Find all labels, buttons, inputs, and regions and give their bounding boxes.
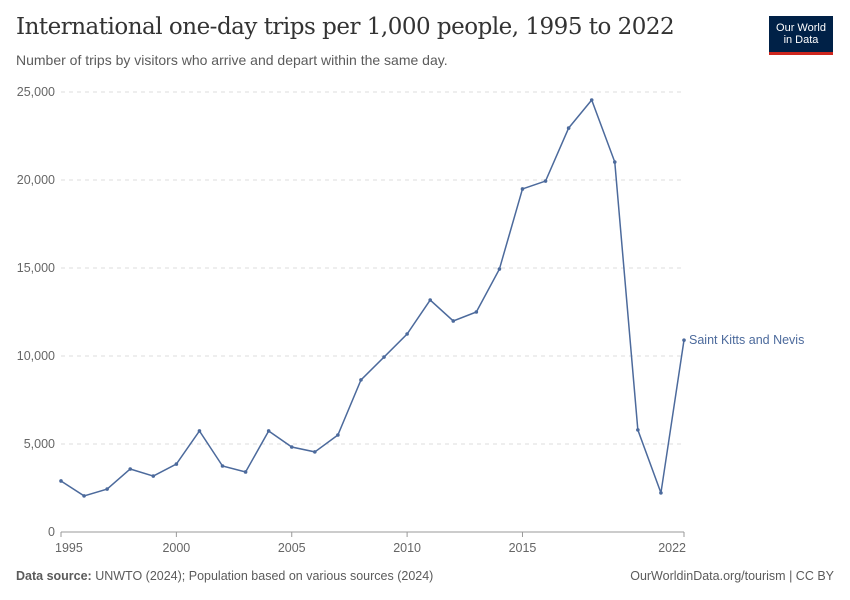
x-tick-label: 2022 (658, 541, 686, 555)
data-point (382, 355, 386, 359)
x-tick-label: 2005 (278, 541, 306, 555)
data-point (151, 474, 156, 478)
data-point (659, 491, 663, 495)
data-point (566, 126, 571, 130)
data-point (682, 338, 686, 342)
y-tick-label: 15,000 (17, 261, 55, 275)
data-point (428, 298, 432, 302)
x-tick-label: 2015 (509, 541, 537, 555)
data-source-label: Data source: (16, 569, 92, 583)
chart-title: International one-day trips per 1,000 pe… (16, 14, 675, 40)
data-point (313, 450, 317, 454)
data-point (59, 479, 63, 483)
data-point (197, 429, 202, 433)
data-point (543, 179, 548, 183)
data-point (405, 332, 409, 336)
y-tick-label: 20,000 (17, 173, 55, 187)
data-point (128, 467, 133, 471)
owid-logo[interactable]: Our World in Data (769, 16, 833, 55)
x-tick-label: 2000 (162, 541, 190, 555)
logo-line-1: Our World (776, 22, 826, 34)
data-point (243, 470, 248, 474)
data-source-text: UNWTO (2024); Population based on variou… (91, 569, 434, 583)
data-point (289, 445, 294, 449)
x-tick-label: 2010 (393, 541, 421, 555)
credit-link[interactable]: OurWorldinData.org/tourism | CC BY (630, 569, 834, 583)
series-label: Saint Kitts and Nevis (689, 333, 804, 347)
data-point (612, 160, 617, 164)
logo-line-2: in Data (783, 34, 819, 46)
data-point (451, 319, 456, 323)
data-point (474, 310, 479, 314)
series-line (60, 98, 685, 497)
data-point (220, 464, 225, 468)
data-point (336, 433, 340, 437)
data-point (266, 429, 271, 433)
data-point (497, 267, 502, 271)
data-point (636, 428, 640, 432)
data-point (105, 487, 109, 491)
y-tick-label: 10,000 (17, 349, 55, 363)
data-point (359, 378, 363, 382)
x-tick-label: 1995 (55, 541, 83, 555)
y-tick-label: 25,000 (17, 85, 55, 99)
data-point (82, 494, 86, 498)
chart-subtitle: Number of trips by visitors who arrive a… (16, 52, 448, 68)
y-tick-label: 0 (48, 525, 55, 539)
data-point (174, 462, 179, 466)
data-point (520, 187, 525, 191)
y-tick-label: 5,000 (24, 437, 55, 451)
data-point (589, 98, 594, 102)
data-source: Data source: UNWTO (2024); Population ba… (16, 569, 433, 583)
